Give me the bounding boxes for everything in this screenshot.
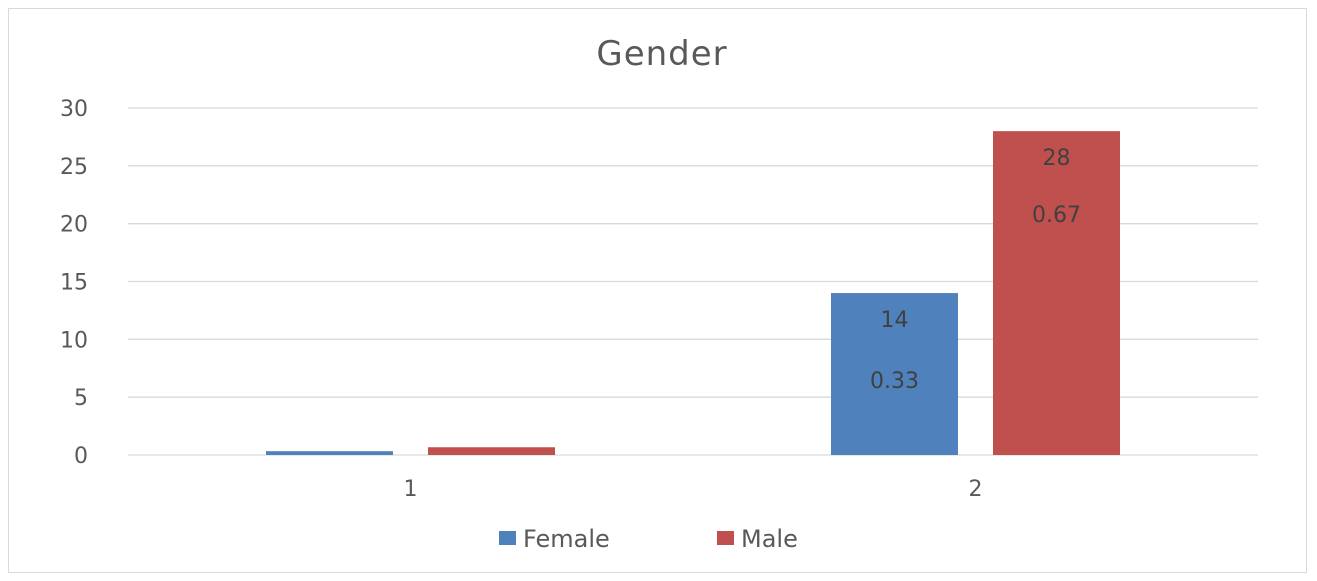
y-tick-label: 30	[60, 97, 88, 122]
data-label: 28	[1043, 146, 1071, 171]
data-labels: 14 0.33 28 0.67	[870, 146, 1081, 394]
y-tick-label: 25	[60, 155, 88, 180]
y-tick-label: 20	[60, 213, 88, 238]
legend-swatch-female	[499, 531, 516, 545]
bar-male-2	[993, 131, 1120, 455]
bar-female-2	[831, 293, 958, 455]
legend-label-male: Male	[741, 525, 798, 553]
x-tick-label: 2	[969, 477, 983, 502]
y-tick-label: 5	[74, 386, 88, 411]
y-tick-label: 15	[60, 271, 88, 296]
y-tick-label: 0	[74, 444, 88, 469]
bar-female-1	[266, 451, 393, 455]
bar-male-1	[428, 447, 555, 455]
x-tick-label: 1	[404, 477, 418, 502]
data-label-secondary: 0.67	[1032, 203, 1081, 228]
legend-swatch-male	[717, 531, 734, 545]
data-label-secondary: 0.33	[870, 369, 919, 394]
y-tick-label: 10	[60, 328, 88, 353]
y-axis: 0 5 10 15 20 25 30	[60, 97, 88, 469]
bars	[266, 131, 1120, 455]
legend: Female Male	[499, 525, 798, 553]
legend-label-female: Female	[523, 525, 610, 553]
data-label: 14	[881, 308, 909, 333]
chart-title: Gender	[596, 34, 727, 74]
